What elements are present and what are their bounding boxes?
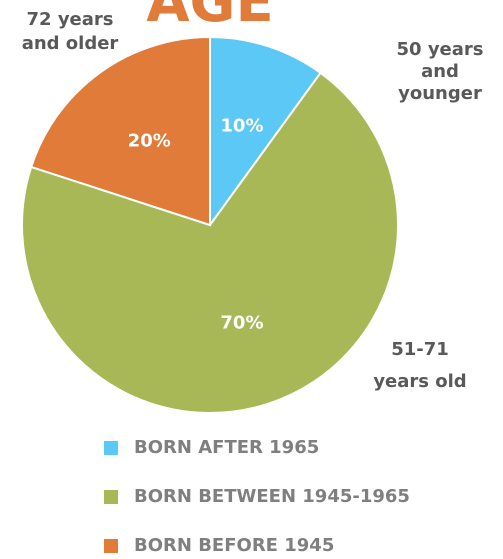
pie-slice [21,71,399,414]
annotation: years old [373,371,466,392]
annotation: and [421,61,459,82]
chart-title: AGE [146,0,274,35]
annotation: 72 years [27,9,114,30]
annotation: and older [22,33,119,54]
legend-label: BORN AFTER 1965 [134,437,319,458]
legend-swatch [104,490,118,504]
legend-swatch [104,539,118,553]
value-label: 10% [220,116,263,137]
pie-slice [209,35,322,229]
annotation: 51-71 [391,339,449,360]
value-label: 20% [128,130,171,151]
pie-slice [29,35,211,227]
legend-label: BORN BETWEEN 1945-1965 [134,486,410,507]
legend-label: BORN BEFORE 1945 [134,535,334,556]
value-label: 70% [220,312,263,333]
legend-swatch [104,441,118,455]
annotation: younger [398,83,482,104]
annotation: 50 years [397,39,484,60]
